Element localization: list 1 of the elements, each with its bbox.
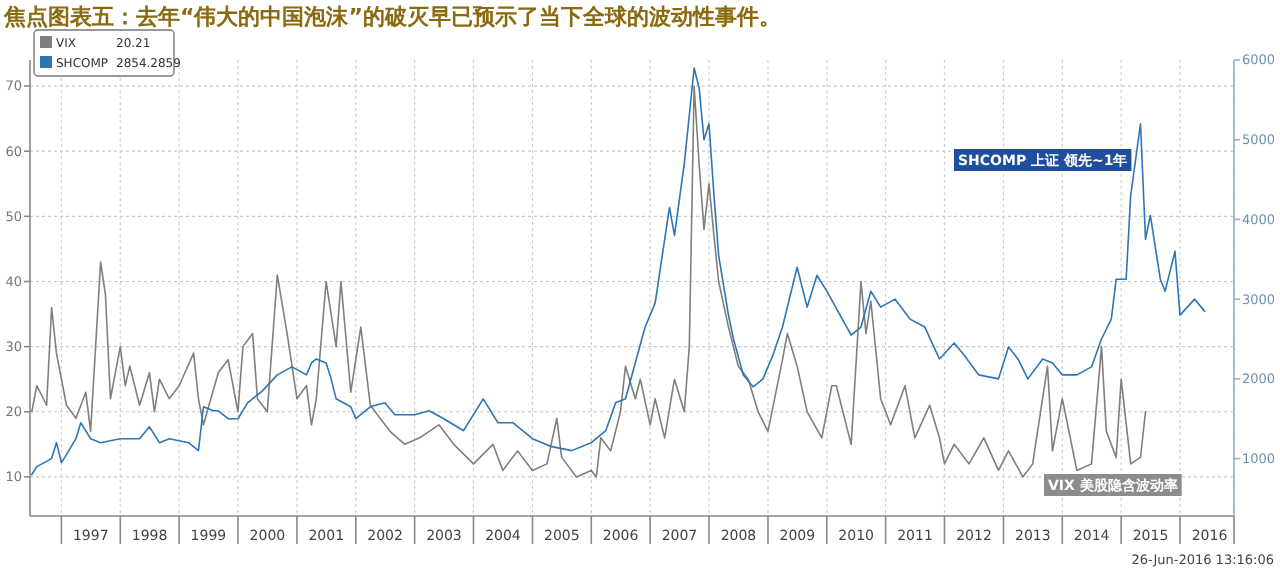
title: 焦点图表五：去年“伟大的中国泡沫”的破灭早已预示了当下全球的波动性事件。 bbox=[4, 4, 781, 30]
